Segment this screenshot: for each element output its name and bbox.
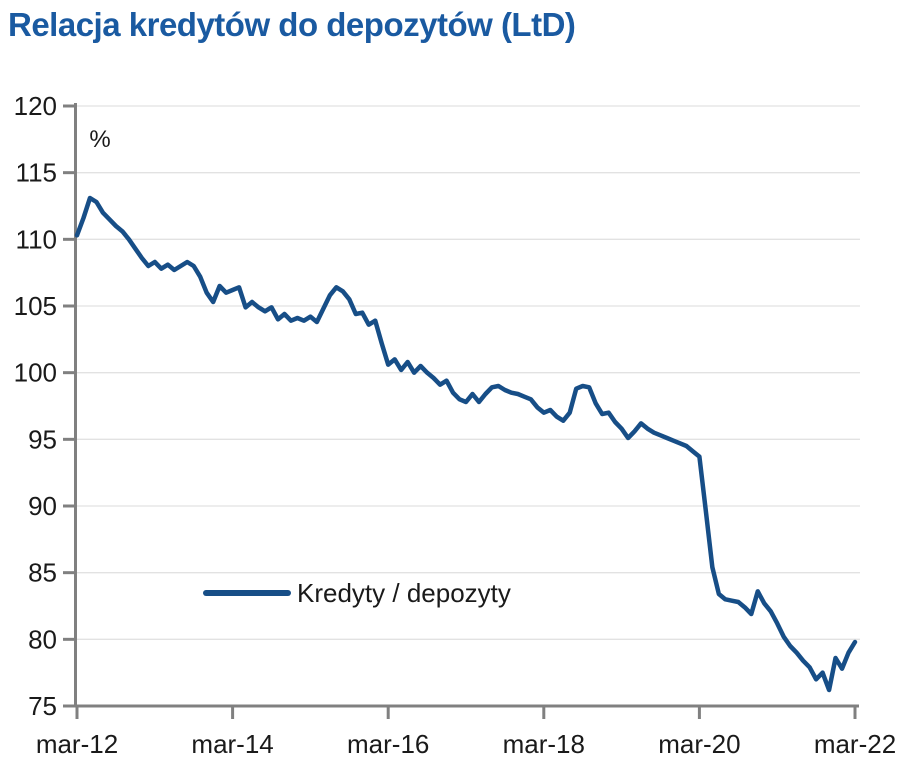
y-tick-label-95: 95 [28, 424, 57, 454]
y-tick-label-75: 75 [28, 691, 57, 721]
y-tick-label-90: 90 [28, 491, 57, 521]
x-tick-label-mar-14: mar-14 [191, 729, 273, 759]
y-unit-label: % [89, 126, 110, 153]
x-tick-label-mar-20: mar-20 [658, 729, 740, 759]
chart-title: Relacja kredytów do depozytów (LtD) [8, 6, 576, 43]
legend-label: Kredyty / depozyty [297, 578, 511, 608]
ltd-line-chart: 120 115 110 105 100 95 90 85 80 75 mar-12 mar-14 mar… [14, 91, 897, 759]
y-tick-label-85: 85 [28, 558, 57, 588]
x-tick-label-mar-16: mar-16 [347, 729, 429, 759]
x-tick-label-mar-12: mar-12 [36, 729, 118, 759]
y-tick-label-115: 115 [16, 158, 57, 188]
series-line-kredyty-depozyty [74, 195, 858, 693]
x-tick-label-mar-22: mar-22 [814, 729, 896, 759]
y-tick-label-120: 120 [14, 91, 57, 121]
x-tick-label-mar-18: mar-18 [503, 729, 585, 759]
y-tick-label-110: 110 [16, 224, 57, 254]
y-tick-label-80: 80 [28, 624, 57, 654]
y-tick-label-105: 105 [14, 291, 57, 321]
y-tick-label-100: 100 [14, 358, 57, 388]
